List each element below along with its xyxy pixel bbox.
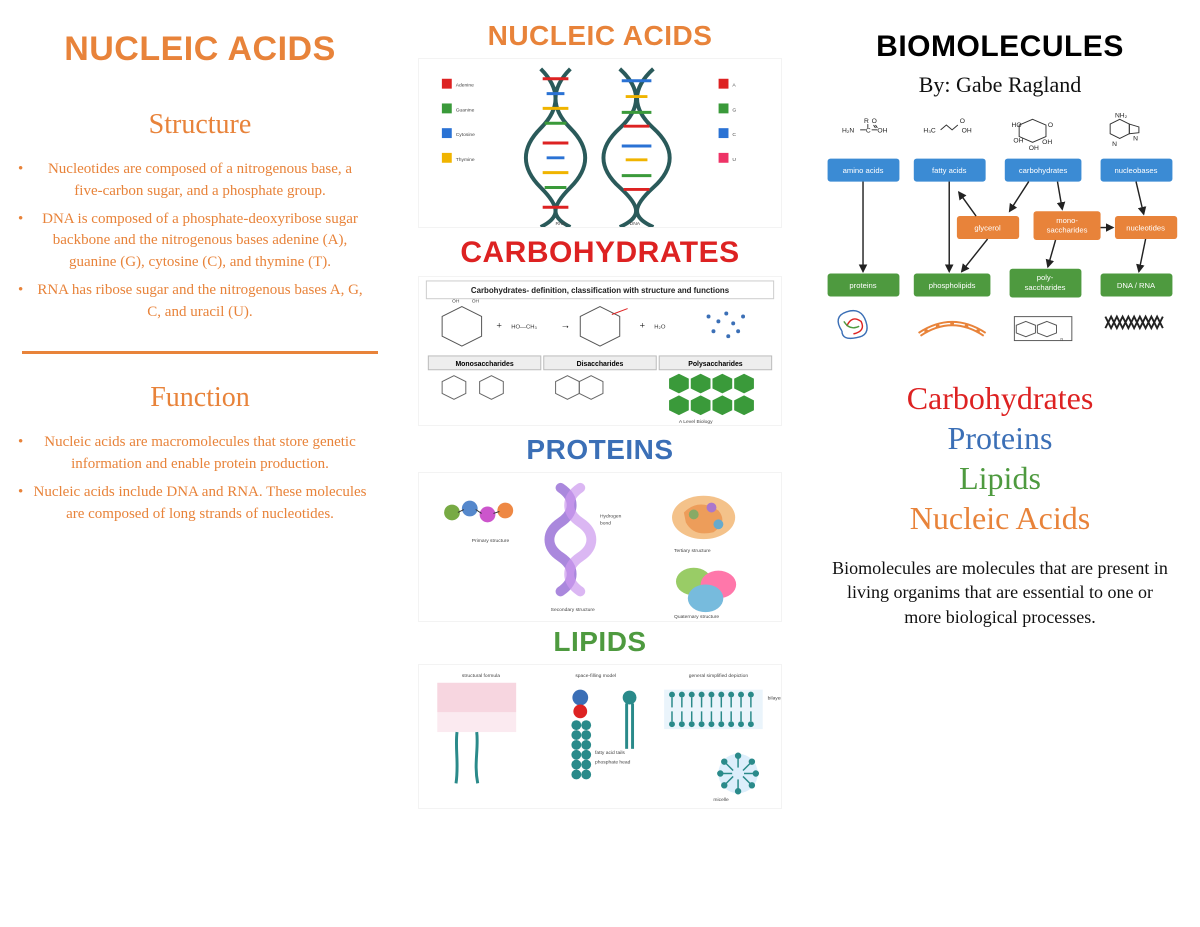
- biomolecule-list: Carbohydrates Proteins Lipids Nucleic Ac…: [818, 378, 1182, 538]
- svg-text:OH: OH: [877, 128, 887, 135]
- carbs-caption: Carbohydrates- definition, classificatio…: [471, 286, 730, 295]
- section-divider: [22, 351, 378, 354]
- svg-text:R: R: [864, 118, 869, 125]
- list-carbohydrates: Carbohydrates: [818, 378, 1182, 418]
- function-heading: Function: [18, 382, 382, 414]
- svg-text:Secondary structure: Secondary structure: [551, 607, 595, 613]
- svg-text:OH: OH: [1013, 137, 1023, 144]
- svg-text:O: O: [872, 118, 877, 125]
- structure-item: DNA is composed of a phosphate-deoxyribo…: [26, 209, 374, 274]
- svg-text:H₂O: H₂O: [654, 324, 666, 330]
- node-proteins: proteins: [849, 281, 876, 290]
- middle-panel: Nucleic Acids: [400, 0, 800, 927]
- left-panel: Nucleic Acids Structure Nucleotides are …: [0, 0, 400, 927]
- function-item: Nucleic acids are macromolecules that st…: [26, 432, 374, 476]
- node-dna-rna: DNA / RNA: [1117, 281, 1156, 290]
- svg-text:OH: OH: [1042, 139, 1052, 146]
- node-amino-acids: amino acids: [843, 166, 884, 175]
- svg-text:O: O: [1048, 122, 1053, 129]
- svg-text:RNA: RNA: [556, 221, 567, 227]
- svg-text:Monosaccharides: Monosaccharides: [455, 361, 513, 368]
- mid-lipids-title: Lipids: [418, 626, 782, 658]
- svg-text:Disaccharides: Disaccharides: [577, 361, 624, 368]
- function-item: Nucleic acids include DNA and RNA. These…: [26, 482, 374, 526]
- svg-text:N: N: [1112, 141, 1117, 148]
- mid-nucleic-title: Nucleic Acids: [418, 20, 782, 52]
- svg-text:general simplified depiction: general simplified depiction: [689, 673, 749, 679]
- mid-proteins-title: Proteins: [418, 434, 782, 466]
- nucleic-acids-title: Nucleic Acids: [18, 30, 382, 69]
- node-glycerol: glycerol: [974, 223, 1001, 232]
- svg-text:Quaternary structure: Quaternary structure: [674, 614, 719, 620]
- mid-carbs-title: Carbohydrates: [418, 236, 782, 270]
- svg-text:HO—CH₃: HO—CH₃: [511, 324, 537, 330]
- structure-item: RNA has ribose sugar and the nitrogenous…: [26, 280, 374, 324]
- list-lipids: Lipids: [818, 458, 1182, 498]
- node-monosaccharides: mono-: [1056, 216, 1078, 225]
- svg-text:H₂N: H₂N: [842, 128, 854, 135]
- right-panel: Biomolecules By: Gabe Ragland H₂N C OH R O…: [800, 0, 1200, 927]
- function-list: Nucleic acids are macromolecules that st…: [18, 432, 382, 525]
- svg-text:saccharides: saccharides: [1025, 283, 1066, 292]
- svg-text:G: G: [732, 107, 736, 113]
- structure-item: Nucleotides are composed of a nitrogenou…: [26, 159, 374, 203]
- svg-text:C: C: [732, 132, 736, 138]
- byline: By: Gabe Ragland: [818, 72, 1182, 98]
- svg-text:structural formula: structural formula: [462, 673, 500, 679]
- svg-text:Polysaccharides: Polysaccharides: [688, 361, 743, 368]
- svg-text:bond: bond: [600, 520, 611, 526]
- list-proteins: Proteins: [818, 418, 1182, 458]
- svg-text:micelle: micelle: [713, 797, 729, 803]
- node-fatty-acids: fatty acids: [932, 166, 967, 175]
- svg-text:phosphate head: phosphate head: [595, 760, 631, 766]
- svg-text:n: n: [1060, 338, 1063, 343]
- svg-text:Thymine: Thymine: [456, 157, 475, 163]
- svg-text:space-filling model: space-filling model: [575, 673, 616, 679]
- lipids-diagram: structural formula space-filling model g…: [418, 664, 782, 809]
- svg-text:N: N: [1133, 135, 1138, 142]
- node-polysaccharides: poly-: [1037, 273, 1054, 282]
- svg-text:A: A: [732, 83, 736, 89]
- structure-heading: Structure: [18, 109, 382, 141]
- svg-text:Cytosine: Cytosine: [456, 132, 475, 138]
- svg-text:fatty acid tails: fatty acid tails: [595, 750, 625, 756]
- biomolecules-title: Biomolecules: [818, 30, 1182, 64]
- svg-text:Primary structure: Primary structure: [472, 538, 510, 544]
- svg-text:Hydrogen: Hydrogen: [600, 513, 622, 519]
- svg-text:OH: OH: [472, 299, 480, 305]
- list-nucleic-acids: Nucleic Acids: [818, 498, 1182, 538]
- svg-text:O: O: [960, 118, 965, 125]
- svg-text:U: U: [732, 157, 736, 163]
- svg-text:NH₂: NH₂: [1115, 112, 1128, 119]
- svg-text:H₃C: H₃C: [923, 128, 936, 135]
- svg-text:OH: OH: [962, 128, 972, 135]
- dna-diagram: Adenine Guanine Cytosine Thymine A G C U…: [418, 58, 782, 228]
- svg-text:HO: HO: [1011, 122, 1021, 129]
- svg-text:saccharides: saccharides: [1047, 225, 1088, 234]
- structure-list: Nucleotides are composed of a nitrogenou…: [18, 159, 382, 323]
- svg-text:A Level Biology: A Level Biology: [679, 419, 713, 425]
- svg-text:bilayer: bilayer: [768, 696, 781, 702]
- svg-text:OH: OH: [1029, 145, 1039, 152]
- svg-text:+: +: [496, 320, 502, 331]
- node-phospholipids: phospholipids: [929, 281, 976, 290]
- svg-text:+: +: [639, 320, 645, 331]
- node-nucleobases: nucleobases: [1115, 166, 1158, 175]
- svg-text:DNA: DNA: [630, 221, 641, 227]
- svg-text:OH: OH: [452, 299, 460, 305]
- svg-text:Guanine: Guanine: [456, 107, 475, 113]
- svg-text:Tertiary structure: Tertiary structure: [674, 548, 711, 554]
- node-carbohydrates: carbohydrates: [1019, 166, 1068, 175]
- node-nucleotides: nucleotides: [1126, 223, 1165, 232]
- svg-text:C: C: [866, 128, 871, 135]
- biomolecules-description: Biomolecules are molecules that are pres…: [818, 556, 1182, 629]
- biomolecule-flowchart: H₂NCOH R O H₃COH O HOO OHOHOH NH₂NN: [818, 110, 1182, 370]
- svg-text:→: →: [561, 320, 571, 331]
- proteins-diagram: Primary structure Secondary structure Hy…: [418, 472, 782, 622]
- carbs-diagram: Carbohydrates- definition, classificatio…: [418, 276, 782, 426]
- svg-text:Adenine: Adenine: [456, 83, 474, 89]
